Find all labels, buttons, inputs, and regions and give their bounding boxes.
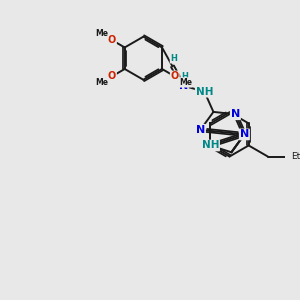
Text: N: N (240, 129, 249, 140)
Text: Me: Me (95, 29, 108, 38)
Text: H: H (181, 72, 188, 81)
Text: Me: Me (95, 78, 108, 87)
Text: O: O (171, 71, 179, 81)
Text: Et: Et (291, 152, 300, 161)
Text: N: N (178, 81, 188, 91)
Text: N: N (231, 109, 240, 119)
Text: O: O (108, 71, 116, 81)
Text: NH: NH (202, 140, 219, 151)
Text: O: O (108, 35, 116, 45)
Text: NH: NH (196, 87, 213, 97)
Text: H: H (170, 54, 177, 63)
Text: N: N (196, 125, 205, 135)
Text: Me: Me (179, 78, 192, 87)
